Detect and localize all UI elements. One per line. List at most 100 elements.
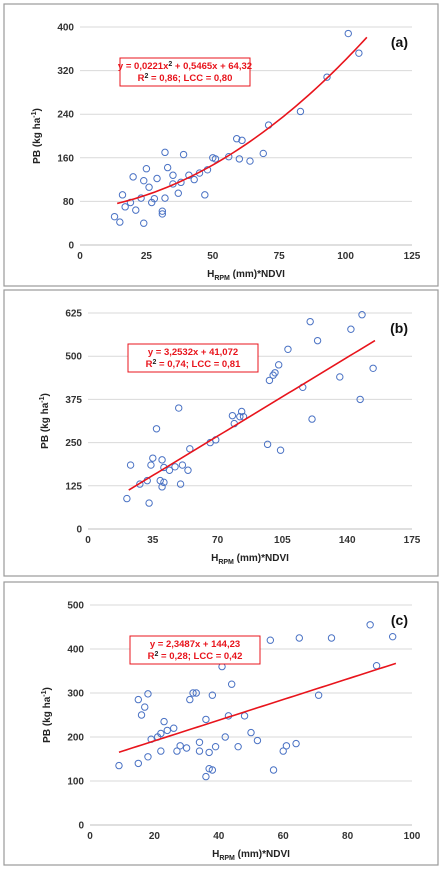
data-point (132, 206, 140, 214)
data-point (271, 369, 279, 377)
y-tick-label: 400 (57, 23, 74, 34)
data-point (292, 739, 300, 748)
data-point (153, 174, 161, 183)
data-point (186, 695, 194, 704)
data-point (178, 461, 187, 469)
y-tick-label: 200 (67, 733, 84, 744)
equation-line-2: R2 = 0,86; LCC = 0,80 (138, 73, 233, 84)
data-point (141, 703, 149, 711)
data-point (205, 748, 213, 757)
x-tick-label: 35 (147, 535, 159, 546)
data-point (165, 466, 174, 474)
data-point (161, 194, 169, 202)
y-axis-label: PB (kg ha-1) (41, 687, 53, 743)
data-point (176, 742, 184, 750)
equation-line-2-sup: 2 (155, 651, 159, 658)
data-point (140, 176, 148, 185)
data-point (205, 764, 213, 773)
x-tick-label: 80 (342, 831, 354, 842)
data-point (144, 753, 152, 761)
data-point (282, 742, 291, 750)
x-tick-label: 25 (141, 251, 153, 262)
y-tick-label: 500 (65, 352, 82, 363)
data-point (144, 690, 152, 698)
equation-line-1-main: y = 0,0221x (118, 61, 169, 72)
x-axis-label: HRPM (mm)*NDVI (207, 269, 285, 282)
x-tick-label: 175 (404, 535, 421, 546)
data-point (236, 412, 244, 421)
data-point (190, 175, 198, 184)
panel-frame (3, 581, 439, 866)
data-point (221, 733, 229, 741)
x-tick-label: 105 (274, 535, 291, 546)
trendline (116, 36, 368, 205)
data-point (211, 155, 220, 163)
data-point (246, 157, 254, 165)
data-point (308, 415, 316, 423)
equation-line-1: y = 2,3487x + 144,23 (150, 639, 240, 650)
data-point (313, 336, 322, 345)
panel-label: (b) (390, 320, 408, 336)
data-point (110, 212, 119, 221)
y-tick-label: 400 (67, 645, 84, 656)
data-point (158, 483, 166, 491)
data-point (121, 203, 129, 211)
y-tick-label: 320 (57, 66, 74, 77)
x-axis-label-sub: RPM (214, 275, 230, 282)
x-tick-label: 0 (87, 831, 93, 842)
x-tick-label: 100 (337, 251, 354, 262)
equation-line-2: R2 = 0,74; LCC = 0,81 (146, 359, 241, 370)
data-point (369, 364, 377, 372)
equation-line-2-rest: = 0,74; LCC = 0,81 (156, 359, 241, 370)
y-tick-label: 160 (57, 153, 74, 164)
data-point (147, 461, 155, 469)
data-point (323, 73, 331, 81)
data-point (136, 480, 144, 488)
data-point (157, 747, 165, 755)
data-point (158, 207, 167, 215)
data-point (175, 404, 183, 412)
data-point (145, 499, 153, 507)
data-point (149, 454, 157, 462)
data-point (137, 711, 146, 719)
x-tick-label: 70 (212, 535, 224, 546)
x-axis-label-rest: (mm)*NDVI (234, 553, 289, 564)
equation-box (119, 57, 251, 87)
data-point (355, 49, 363, 57)
data-point (173, 747, 181, 755)
data-point (284, 345, 292, 353)
trendline (118, 662, 397, 754)
chart-panel-1: 0 80 160 240 320 400 0 25 50 75 100 125 PB (kg ha-1)… (3, 3, 439, 287)
data-point (174, 189, 182, 197)
data-point (356, 395, 364, 404)
data-point (163, 163, 172, 172)
x-axis-label: HRPM (mm)*NDVI (212, 849, 290, 862)
data-point (279, 747, 287, 755)
y-axis-label-end: ) (32, 108, 43, 111)
panel-frame (3, 289, 439, 577)
y-tick-label: 375 (65, 395, 82, 406)
equation-box (129, 635, 261, 665)
data-point (171, 463, 179, 471)
data-point (176, 480, 185, 488)
chart-panel-3: 0 100 200 300 400 500 0 20 40 60 80 100 PB (kg ha-1)… (3, 581, 439, 866)
data-point (347, 325, 355, 333)
y-axis-label: PB (kg ha-1) (31, 108, 43, 164)
y-tick-label: 0 (76, 525, 82, 536)
data-point (306, 317, 314, 326)
data-point (129, 173, 137, 181)
data-point (202, 715, 210, 724)
x-tick-label: 0 (85, 535, 91, 546)
data-point (266, 636, 275, 644)
data-point (163, 726, 171, 735)
data-point (145, 183, 153, 191)
data-point (269, 371, 277, 379)
data-point (237, 407, 246, 416)
y-tick-label: 500 (67, 601, 84, 612)
data-point (140, 219, 148, 227)
data-point (208, 766, 217, 774)
data-point (160, 717, 168, 726)
x-tick-label: 0 (77, 251, 83, 262)
data-point (142, 165, 151, 173)
